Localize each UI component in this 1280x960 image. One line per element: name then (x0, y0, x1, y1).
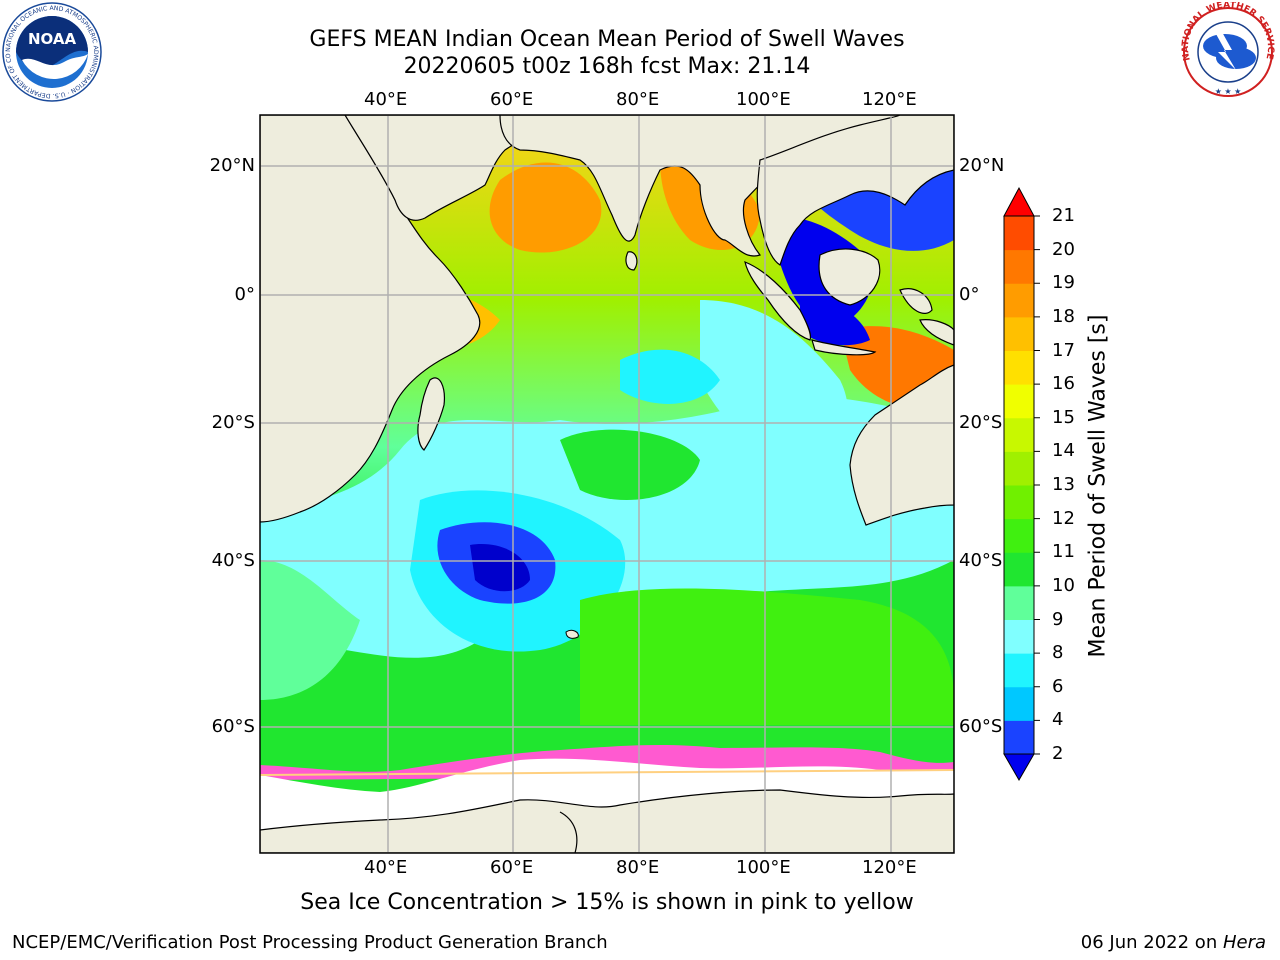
left-lat-label: 0° (234, 284, 255, 305)
left-lat-label: 20°S (211, 412, 255, 433)
colorbar-segment (1004, 619, 1034, 654)
colorbar-segment (1004, 283, 1034, 318)
colorbar-segment (1004, 350, 1034, 385)
top-lon-label: 120°E (862, 89, 917, 110)
colorbar-tick-label: 11 (1052, 541, 1075, 563)
footer-date: 06 Jun 2022 on Hera (1081, 932, 1266, 953)
arabia-land (344, 115, 541, 221)
bottom-lon-label: 80°E (616, 857, 660, 878)
right-lat-label: 0° (959, 284, 980, 305)
colorbar-tick-label: 19 (1052, 272, 1075, 294)
top-lon-label: 40°E (364, 89, 408, 110)
left-lat-label: 20°N (209, 155, 255, 176)
right-lat-label: 20°S (959, 412, 1003, 433)
colorbar-tick-label: 18 (1052, 305, 1075, 327)
colorbar-tick-label: 15 (1052, 406, 1075, 428)
colorbar-segment (1004, 653, 1034, 688)
colorbar-segment (1004, 417, 1034, 452)
sea-ice-caption: Sea Ice Concentration > 15% is shown in … (300, 890, 914, 915)
top-lon-label: 60°E (490, 89, 534, 110)
colorbar-tick-label: 16 (1052, 373, 1075, 395)
colorbar-tick-label: 13 (1052, 474, 1075, 495)
colorbar-segment (1004, 518, 1034, 553)
colorbar-tick-label: 4 (1052, 709, 1064, 731)
top-lon-label: 80°E (616, 89, 660, 110)
colorbar-over-arrow (1003, 186, 1035, 217)
svg-text:★ ★ ★: ★ ★ ★ (1215, 87, 1242, 96)
colorbar-segment (1004, 249, 1034, 284)
australia-land (849, 364, 954, 526)
colorbar-segment (1004, 585, 1034, 620)
colorbar-tick-label: 10 (1052, 574, 1075, 596)
southeast-asia-land (756, 115, 954, 266)
madagascar-land (417, 377, 445, 451)
right-lat-label: 40°S (959, 550, 1003, 571)
colorbar-tick-label: 17 (1052, 339, 1075, 361)
colorbar-title: Mean Period of Swell Waves [s] (1085, 314, 1111, 658)
colorbar-segment (1004, 216, 1034, 251)
colorbar-tick-label: 2 (1052, 743, 1064, 764)
colorbar-segment (1004, 720, 1034, 755)
colorbar-tick-label: 9 (1052, 608, 1064, 630)
right-lat-label: 20°N (959, 155, 1005, 176)
bottom-lon-label: 60°E (490, 857, 534, 878)
noaa-logo: NOAA NATIONAL OCEANIC AND ATMOSPHERIC AD… (2, 2, 102, 102)
colorbar-segment (1004, 686, 1034, 721)
footer-date-text: 06 Jun 2022 on (1080, 932, 1223, 953)
colorbar-tick-label: 21 (1052, 205, 1075, 226)
chart-subtitle: 20220605 t00z 168h fcst Max: 21.14 (403, 54, 811, 79)
bottom-lon-label: 40°E (364, 857, 408, 878)
bottom-lon-label: 120°E (862, 857, 917, 878)
right-lat-label: 60°S (959, 716, 1003, 737)
colorbar-tick-label: 6 (1052, 675, 1064, 697)
graticule (260, 115, 954, 853)
noaa-logo-text: NOAA (28, 30, 77, 48)
colorbar-segment (1004, 552, 1034, 587)
left-lat-label: 40°S (211, 550, 255, 571)
left-lat-label: 60°S (211, 716, 255, 737)
colorbar-segment (1004, 485, 1034, 520)
colorbar-tick-label: 8 (1052, 642, 1064, 664)
map-frame (259, 114, 955, 854)
colorbar-tick-label: 14 (1052, 440, 1075, 462)
antarctica-land (260, 789, 954, 853)
colorbar-under-arrow (1003, 753, 1035, 782)
colorbar-segment (1004, 316, 1034, 351)
footer-credit: NCEP/EMC/Verification Post Processing Pr… (12, 932, 608, 953)
colorbar-segment (1004, 384, 1034, 419)
colorbar-tick-label: 20 (1052, 238, 1075, 260)
top-lon-label: 100°E (736, 89, 791, 110)
colorbar-segment (1004, 451, 1034, 486)
bottom-lon-label: 100°E (736, 857, 791, 878)
chart-title: GEFS MEAN Indian Ocean Mean Period of Sw… (309, 27, 905, 52)
colorbar-tick-label: 12 (1052, 507, 1075, 529)
footer-host: Hera (1222, 932, 1266, 953)
nws-logo: NATIONAL WEATHER SERVICE ★ ★ ★ (1181, 2, 1275, 97)
